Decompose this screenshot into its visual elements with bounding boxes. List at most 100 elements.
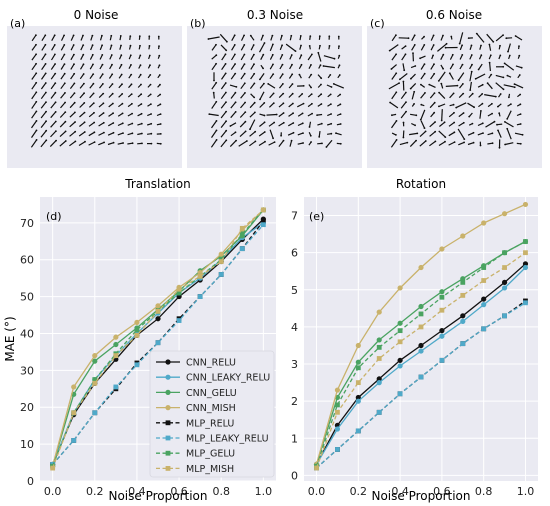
vector-arrow — [69, 111, 76, 118]
vector-arrow — [503, 84, 515, 88]
vector-arrow-head — [159, 113, 162, 115]
panel-c-letter: (c) — [370, 17, 385, 30]
vector-arrow-head — [450, 35, 453, 38]
vector-arrow-head — [225, 139, 228, 142]
vector-arrow-head — [82, 34, 84, 37]
vector-arrow-head — [111, 63, 113, 66]
vector-arrow — [70, 63, 75, 70]
vector-arrow-head — [275, 113, 278, 116]
vector-arrow-head — [489, 54, 492, 57]
vector-arrow-head — [44, 43, 47, 46]
vector-arrow-head — [213, 79, 215, 82]
vector-arrow — [220, 139, 227, 148]
vector-arrow-head — [63, 44, 66, 46]
data-point — [355, 365, 361, 371]
vector-arrow-head — [159, 83, 161, 86]
vector-arrow-head — [388, 49, 391, 52]
vector-arrow — [495, 74, 504, 78]
vector-arrow-head — [74, 111, 76, 114]
vector-arrow — [78, 131, 86, 137]
vector-arrow-head — [103, 141, 105, 144]
vector-arrow — [210, 139, 218, 148]
vector-arrow-head — [437, 80, 440, 82]
vector-arrow-head — [93, 141, 96, 144]
vector-arrow-head — [35, 53, 37, 56]
vector-arrow-head — [45, 129, 48, 132]
vector-arrow-head — [102, 83, 104, 85]
vector-arrow-head — [407, 37, 410, 40]
y-tick-label: 1 — [291, 432, 298, 445]
vector-arrow-head — [402, 80, 405, 83]
vector-arrow-head — [391, 114, 393, 117]
vector-arrow — [458, 72, 465, 81]
vector-arrow-head — [35, 91, 38, 94]
vector-arrow — [297, 132, 304, 136]
vector-arrow-head — [461, 63, 464, 66]
vector-arrow-head — [110, 34, 113, 37]
data-point — [397, 363, 403, 369]
vector-arrow — [89, 92, 95, 99]
vector-arrow — [230, 122, 237, 127]
vector-arrow-head — [405, 91, 407, 94]
vector-arrow-head — [423, 35, 425, 38]
vector-arrow — [389, 102, 399, 109]
vector-arrow — [259, 73, 265, 80]
vector-arrow-head — [302, 102, 305, 105]
data-point — [92, 377, 98, 382]
series-line — [52, 224, 264, 465]
vector-arrow — [269, 73, 274, 80]
vector-arrow — [221, 73, 227, 80]
vector-arrow-head — [148, 35, 151, 38]
vector-arrow-head — [481, 122, 484, 125]
vector-arrow — [458, 93, 464, 99]
vector-arrow — [260, 54, 264, 60]
data-point — [439, 333, 445, 339]
vector-arrow-head — [457, 79, 460, 82]
vector-arrow — [79, 102, 85, 108]
vector-arrow — [399, 142, 408, 146]
vector-arrow-head — [259, 78, 261, 81]
vector-arrow-head — [410, 77, 412, 80]
legend-item: MLP_LEAKY_RELU — [156, 434, 269, 445]
vector-arrow — [390, 139, 398, 148]
vector-arrow — [429, 131, 436, 137]
vector-arrow-head — [121, 93, 124, 95]
vector-arrow-head — [329, 93, 332, 96]
vector-arrow-head — [475, 32, 478, 35]
vector-arrow-head — [252, 44, 255, 46]
vector-arrow — [323, 55, 335, 60]
vector-arrow-head — [149, 64, 151, 67]
vector-arrow-head — [63, 34, 65, 37]
vector-arrow — [80, 44, 84, 51]
vector-arrow — [391, 91, 397, 100]
x-tick-label: 0.4 — [128, 485, 146, 498]
vector-arrow — [507, 43, 511, 52]
vector-arrow-head — [267, 83, 270, 85]
vector-arrow — [487, 82, 493, 90]
vector-arrow-head — [45, 91, 47, 94]
legend-marker — [165, 359, 171, 365]
vector-arrow-head — [121, 83, 123, 86]
vector-arrow-head — [404, 45, 407, 47]
vector-arrow-head — [339, 113, 342, 115]
vector-arrow-head — [440, 82, 443, 85]
chart-translation: Translation 0.0 0.2 0.4 0.6 0.8 1.0 0 10 20 30 40 5… — [3, 177, 276, 503]
vector-arrow — [504, 142, 514, 146]
vector-arrow-head — [63, 82, 66, 85]
chart-rotation-ticks: 0.0 0.2 0.4 0.6 0.8 1.0 0 1 2 3 4 5 6 7 — [291, 210, 534, 498]
vector-arrow-head — [311, 112, 313, 115]
data-point — [460, 279, 466, 285]
vector-arrow-head — [73, 101, 76, 104]
vector-arrow-head — [333, 57, 336, 60]
vector-arrow-head — [438, 105, 440, 108]
vector-arrow-head — [54, 120, 57, 123]
vector-arrow-head — [302, 142, 304, 144]
vector-arrow — [50, 92, 56, 99]
vector-arrow-head — [299, 35, 302, 37]
data-point — [418, 264, 424, 271]
vector-arrow-head — [54, 72, 57, 75]
vector-arrow — [60, 102, 66, 109]
y-tick-label: 7 — [291, 210, 298, 223]
vector-arrow-head — [433, 111, 436, 114]
